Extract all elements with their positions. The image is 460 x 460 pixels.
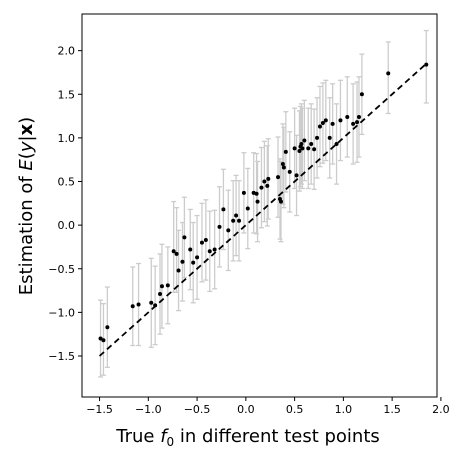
- data-point: [276, 175, 281, 180]
- y-tick-label: 0.0: [58, 219, 76, 232]
- data-point: [188, 247, 193, 252]
- data-point: [356, 114, 361, 119]
- data-point: [312, 147, 317, 152]
- data-point: [259, 185, 264, 190]
- data-point: [294, 173, 299, 178]
- reference-diagonal-line: [98, 63, 427, 357]
- x-tick-label: 1.0: [335, 403, 353, 416]
- data-point: [317, 124, 322, 129]
- data-point: [302, 138, 307, 143]
- data-point: [315, 135, 320, 140]
- data-point: [262, 179, 267, 184]
- data-point: [278, 199, 283, 204]
- data-point: [217, 224, 222, 229]
- x-tick-label: 2.0: [432, 403, 450, 416]
- error-bars: [98, 29, 429, 378]
- data-point: [306, 146, 311, 151]
- data-point: [149, 300, 154, 305]
- data-point: [180, 259, 185, 264]
- data-point: [221, 207, 226, 212]
- data-point: [323, 118, 328, 123]
- data-point: [203, 237, 208, 242]
- y-tick-label: 1.0: [58, 132, 76, 145]
- data-point: [159, 284, 164, 289]
- data-point: [165, 283, 170, 288]
- x-tick-label: −0.5: [184, 403, 211, 416]
- data-point: [245, 206, 250, 211]
- data-point: [300, 146, 305, 151]
- data-point: [174, 251, 179, 256]
- y-axis-ticks: −1.5 −1.0 −0.5 0.0 0.5 1.0 1.5 2.0: [48, 45, 82, 363]
- data-point: [355, 120, 360, 125]
- error-bar: [171, 200, 177, 293]
- y-tick-label: 1.5: [58, 88, 76, 101]
- data-point: [101, 338, 106, 343]
- data-point: [98, 336, 103, 341]
- data-point: [212, 247, 217, 252]
- data-point: [309, 141, 314, 146]
- plot-frame: [81, 13, 438, 398]
- data-point: [283, 149, 288, 154]
- x-tick-label: −1.5: [86, 403, 113, 416]
- error-bar: [423, 29, 429, 104]
- y-tick-label: −1.0: [48, 306, 75, 319]
- data-point: [330, 121, 335, 126]
- data-point: [191, 260, 196, 265]
- data-point: [182, 235, 187, 240]
- data-point: [255, 199, 260, 204]
- data-point: [287, 169, 292, 174]
- data-point: [241, 190, 246, 195]
- data-point: [207, 249, 212, 254]
- y-tick-label: −1.5: [48, 350, 75, 363]
- data-points: [98, 62, 429, 343]
- y-tick-label: 0.5: [58, 176, 76, 189]
- data-point: [254, 191, 259, 196]
- data-point: [292, 146, 297, 151]
- data-point: [266, 176, 271, 181]
- data-point: [359, 92, 364, 97]
- x-tick-label: −1.0: [135, 403, 162, 416]
- data-point: [199, 240, 204, 245]
- y-tick-label: −0.5: [48, 263, 75, 276]
- data-point: [265, 183, 270, 188]
- data-point: [231, 218, 236, 223]
- data-point: [281, 165, 286, 170]
- y-axis-label: Estimation of E(y|x): [16, 117, 37, 295]
- x-tick-label: 1.5: [383, 403, 401, 416]
- data-point: [195, 255, 200, 260]
- y-tick-label: 2.0: [58, 45, 76, 58]
- data-point: [351, 121, 356, 126]
- data-point: [153, 303, 158, 308]
- data-point: [299, 141, 304, 146]
- data-point: [297, 148, 302, 153]
- data-point: [105, 325, 110, 330]
- data-point: [136, 302, 141, 307]
- data-point: [320, 121, 325, 126]
- data-point: [171, 249, 176, 254]
- data-point: [386, 71, 391, 76]
- data-point: [226, 228, 231, 233]
- x-tick-label: 0.0: [237, 403, 255, 416]
- data-point: [158, 292, 163, 297]
- data-point: [327, 135, 332, 140]
- data-point: [334, 141, 339, 146]
- x-axis-label: True f0 in different test points: [115, 426, 380, 449]
- data-point: [280, 162, 285, 167]
- x-axis-ticks: −1.5 −1.0 −0.5 0.0 0.5 1.0 1.5 2.0: [86, 397, 450, 416]
- data-point: [424, 62, 429, 67]
- error-bar: [385, 41, 391, 115]
- data-point: [237, 218, 242, 223]
- data-point: [176, 268, 181, 273]
- data-point: [130, 304, 135, 309]
- data-point: [345, 114, 350, 119]
- data-point: [338, 118, 343, 123]
- x-tick-label: 0.5: [286, 403, 304, 416]
- data-point: [234, 213, 239, 218]
